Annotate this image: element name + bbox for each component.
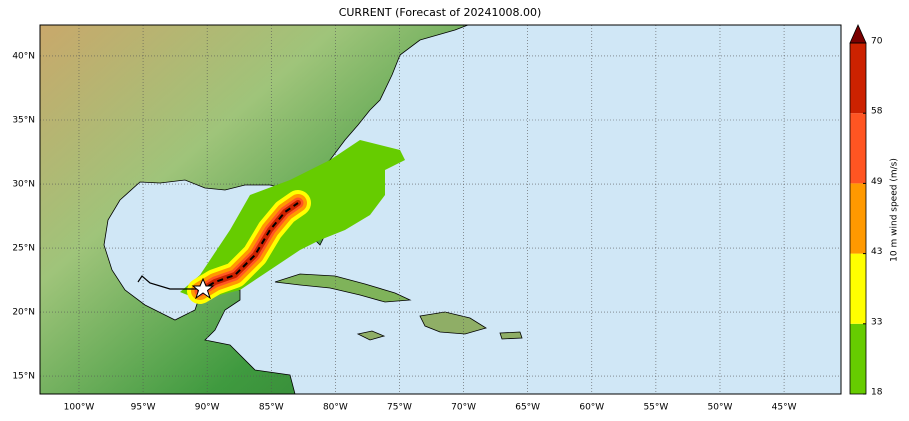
lon-tick-label: 55°W [643,403,668,413]
lon-tick-label: 70°W [451,403,476,413]
storm-marker [191,277,215,300]
lat-tick-label: 40°N [12,51,35,61]
colorbar-segment [850,323,866,394]
colorbar-tick-label: 70 [871,37,883,47]
lon-tick-label: 90°W [195,403,220,413]
colorbar-tick-label: 43 [871,247,882,257]
lon-tick-label: 75°W [387,403,412,413]
lon-tick-label: 50°W [708,403,733,413]
past-track [137,275,200,290]
cuba [274,273,412,303]
north-america [40,25,469,394]
hispaniola [419,311,487,335]
lon-tick-label: 80°W [323,403,348,413]
lon-tick-label: 60°W [579,403,604,413]
colorbar-tick-label: 58 [871,107,883,117]
lat-tick-label: 25°N [12,244,35,254]
jamaica [356,330,386,341]
colorbar-label: 10 m wind speed (m/s) [890,158,900,262]
lon-tick-label: 45°W [772,403,797,413]
lat-tick-label: 35°N [12,116,35,126]
colorbar-tick-label: 18 [871,388,883,398]
swath-band [197,200,301,294]
lat-tick-label: 30°N [12,180,35,190]
colorbar-segment [850,183,866,254]
map-area [40,25,841,394]
map-title: CURRENT (Forecast of 20241008.00) [339,6,542,19]
puerto-rico [499,331,523,340]
colorbar-segment [850,253,866,324]
colorbar-frame [849,42,867,395]
lon-tick-label: 100°W [64,403,95,413]
lon-tick-label: 65°W [515,403,540,413]
colorbar-tick-label: 49 [871,177,883,187]
map-frame [39,24,842,395]
lat-tick-label: 15°N [12,372,35,382]
colorbar-segment [850,113,866,184]
lon-tick-label: 95°W [131,403,156,413]
colorbar-tick-label: 33 [871,317,882,327]
lon-tick-label: 85°W [259,403,284,413]
colorbar-extend [849,24,867,44]
lat-tick-label: 20°N [12,308,35,318]
colorbar-segment [850,43,866,114]
